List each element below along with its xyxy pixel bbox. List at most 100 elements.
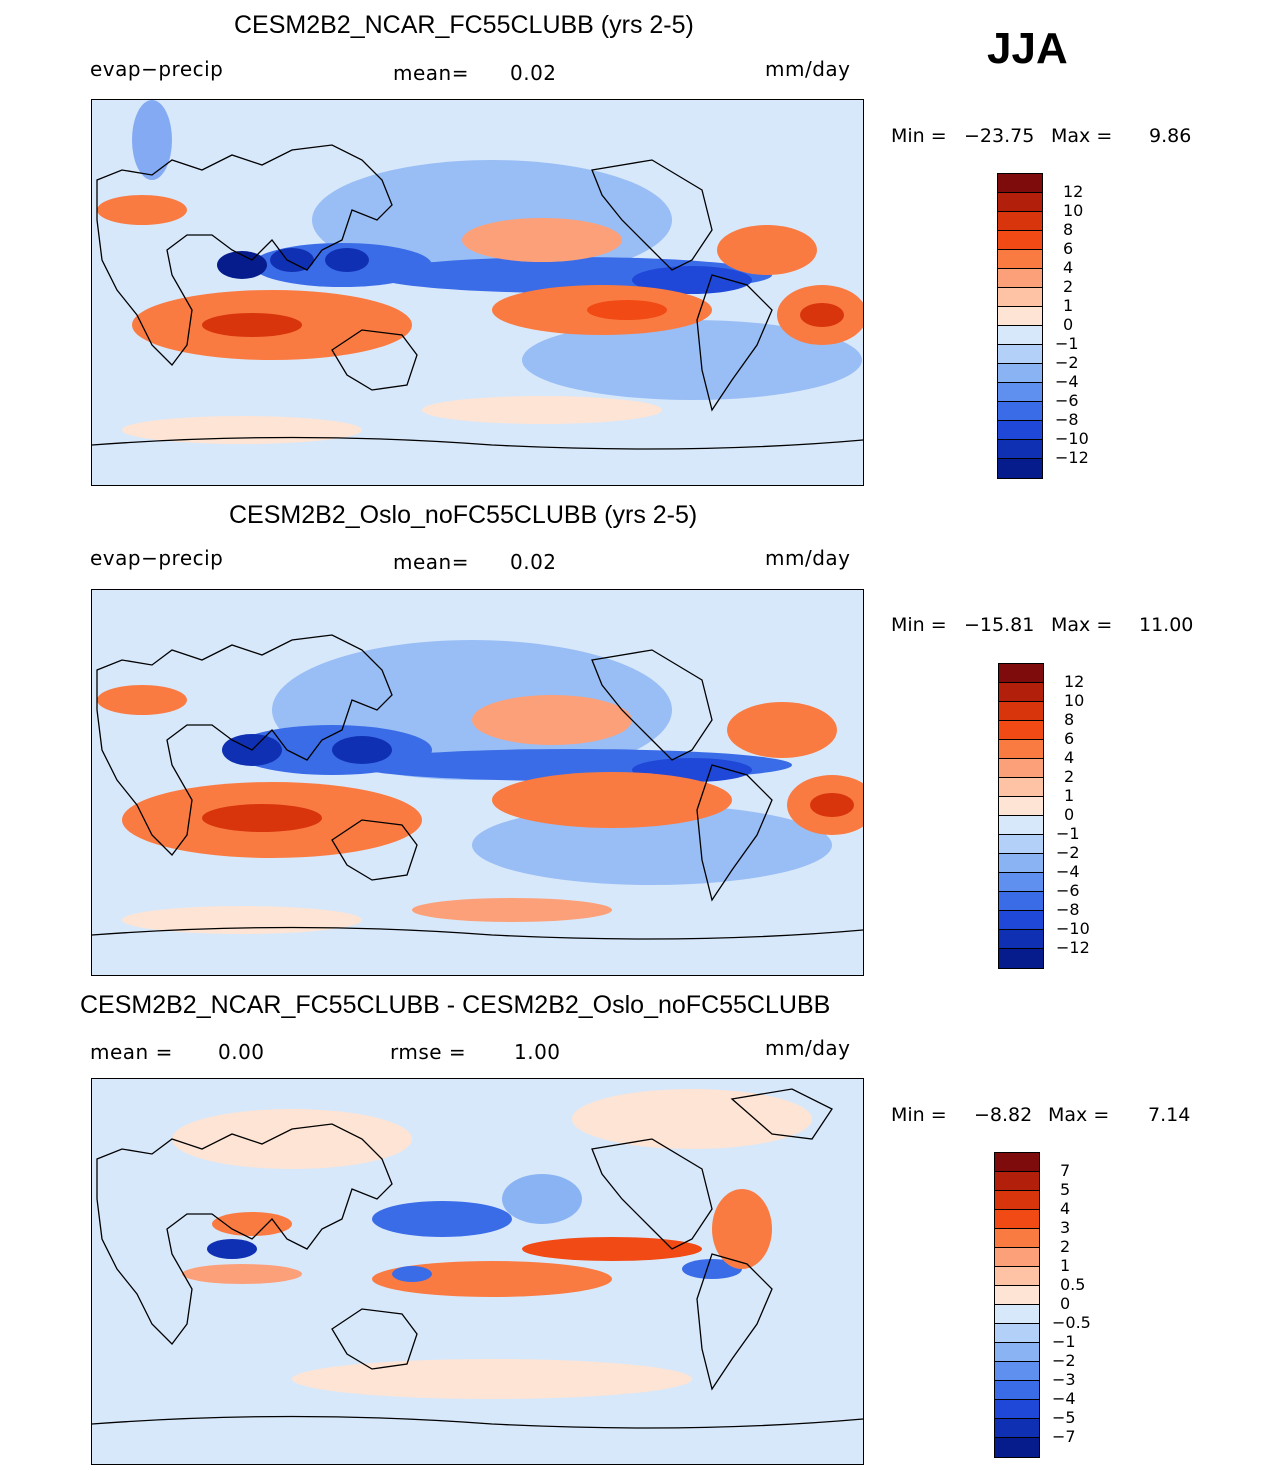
colorbar-tick-label: 1 (1064, 786, 1075, 805)
colorbar-tick-label: −4 (1055, 372, 1079, 391)
colorbar-tick-label: 0 (1063, 315, 1074, 334)
panel-2-max-label: Max = (1051, 614, 1113, 636)
colorbar-swatch (999, 873, 1043, 892)
colorbar-tick-label: −3 (1052, 1370, 1076, 1389)
panel-3-min-label: Min = (891, 1104, 947, 1126)
panel-1-colorbar: 12 10 8 6 4 2 1 0 −1 −2 −4 −6 −8 −10 −12 (997, 173, 1107, 479)
colorbar-tick-label: 0 (1060, 1294, 1071, 1313)
season-label: JJA (987, 24, 1068, 73)
colorbar-tick-label: 2 (1060, 1237, 1071, 1256)
colorbar-tick-label: 0 (1064, 805, 1075, 824)
colorbar-swatch (998, 402, 1042, 421)
panel-1-units: mm/day (765, 57, 851, 81)
colorbar-tick-label: −4 (1056, 862, 1080, 881)
colorbar-tick-label: 10 (1064, 691, 1085, 710)
colorbar-tick-label: 6 (1063, 239, 1074, 258)
panel-2-max-value: 11.00 (1139, 614, 1194, 636)
panel-1-max-value: 9.86 (1149, 125, 1192, 147)
panel-3-map (91, 1078, 864, 1465)
panel-2-title: CESM2B2_Oslo_noFC55CLUBB (yrs 2-5) (229, 501, 698, 529)
panel-3-rmse-label: rmse = (390, 1040, 467, 1064)
colorbar-tick-label: −6 (1055, 391, 1079, 410)
panel-1-mean-value: 0.02 (510, 61, 557, 85)
panel-1-mean-label: mean= (393, 61, 469, 85)
colorbar-tick-label: −1 (1055, 334, 1079, 353)
panel-1-colorbar-swatches (997, 173, 1043, 479)
colorbar-tick-label: −1 (1056, 824, 1080, 843)
colorbar-swatch (995, 1286, 1039, 1305)
colorbar-tick-label: 4 (1064, 748, 1075, 767)
colorbar-swatch (995, 1419, 1039, 1438)
panel-1-max-label: Max = (1051, 125, 1113, 147)
colorbar-swatch (999, 911, 1043, 930)
colorbar-swatch (999, 721, 1043, 740)
colorbar-tick-label: 10 (1063, 201, 1084, 220)
panel-3-units: mm/day (765, 1036, 851, 1060)
colorbar-swatch (995, 1153, 1039, 1172)
colorbar-swatch (998, 440, 1042, 459)
colorbar-swatch (999, 797, 1043, 816)
panel-1-title: CESM2B2_NCAR_FC55CLUBB (yrs 2-5) (234, 11, 694, 39)
panel-1-variable-label: evap−precip (90, 57, 224, 81)
colorbar-tick-label: −7 (1052, 1427, 1076, 1446)
colorbar-swatch (998, 326, 1042, 345)
panel-3-rmse-value: 1.00 (514, 1040, 561, 1064)
colorbar-tick-label: 3 (1060, 1218, 1071, 1237)
colorbar-swatch (995, 1400, 1039, 1419)
panel-1-min-value: −23.75 (964, 125, 1035, 147)
colorbar-tick-label: 1 (1063, 296, 1074, 315)
panel-2-map-field (92, 590, 863, 975)
colorbar-swatch (995, 1248, 1039, 1267)
colorbar-swatch (998, 174, 1042, 193)
colorbar-tick-label: 7 (1060, 1161, 1071, 1180)
colorbar-swatch (998, 250, 1042, 269)
colorbar-tick-label: −6 (1056, 881, 1080, 900)
panel-2-min-label: Min = (891, 614, 947, 636)
colorbar-tick-label: 4 (1060, 1199, 1071, 1218)
colorbar-swatch (998, 212, 1042, 231)
panel-1-min-label: Min = (891, 125, 947, 147)
panel-2-min-value: −15.81 (964, 614, 1035, 636)
colorbar-swatch (995, 1229, 1039, 1248)
colorbar-tick-label: −10 (1055, 429, 1089, 448)
colorbar-swatch (999, 683, 1043, 702)
colorbar-swatch (998, 364, 1042, 383)
panel-3-mean-value: 0.00 (218, 1040, 265, 1064)
panel-1-map-field (92, 100, 863, 485)
colorbar-swatch (995, 1172, 1039, 1191)
panel-2-colorbar-swatches (998, 663, 1044, 969)
colorbar-tick-label: 2 (1064, 767, 1075, 786)
colorbar-tick-label: −2 (1056, 843, 1080, 862)
colorbar-tick-label: 5 (1060, 1180, 1071, 1199)
colorbar-swatch (999, 702, 1043, 721)
colorbar-swatch (995, 1438, 1039, 1457)
colorbar-swatch (995, 1191, 1039, 1210)
colorbar-tick-label: −12 (1055, 448, 1089, 467)
colorbar-tick-label: −12 (1056, 938, 1090, 957)
colorbar-swatch (995, 1362, 1039, 1381)
colorbar-tick-label: −5 (1052, 1408, 1076, 1427)
colorbar-tick-label: 12 (1063, 182, 1084, 201)
colorbar-tick-label: 2 (1063, 277, 1074, 296)
colorbar-swatch (998, 345, 1042, 364)
panel-2-mean-label: mean= (393, 550, 469, 574)
panel-2-variable-label: evap−precip (90, 546, 224, 570)
colorbar-tick-label: −8 (1055, 410, 1079, 429)
colorbar-swatch (995, 1343, 1039, 1362)
colorbar-tick-label: −2 (1052, 1351, 1076, 1370)
colorbar-tick-label: −2 (1055, 353, 1079, 372)
colorbar-tick-label: −0.5 (1052, 1313, 1091, 1332)
colorbar-swatch (999, 759, 1043, 778)
colorbar-tick-label: 8 (1063, 220, 1074, 239)
panel-2-colorbar: 12 10 8 6 4 2 1 0 −1 −2 −4 −6 −8 −10 −12 (998, 663, 1108, 969)
colorbar-swatch (998, 383, 1042, 402)
colorbar-tick-label: 8 (1064, 710, 1075, 729)
colorbar-swatch (998, 459, 1042, 478)
colorbar-swatch (998, 307, 1042, 326)
panel-3-map-field (92, 1079, 863, 1464)
panel-3-min-value: −8.82 (974, 1104, 1033, 1126)
panel-1-map (91, 99, 864, 486)
panel-3-title: CESM2B2_NCAR_FC55CLUBB - CESM2B2_Oslo_no… (80, 991, 831, 1019)
colorbar-swatch (995, 1324, 1039, 1343)
colorbar-swatch (999, 930, 1043, 949)
